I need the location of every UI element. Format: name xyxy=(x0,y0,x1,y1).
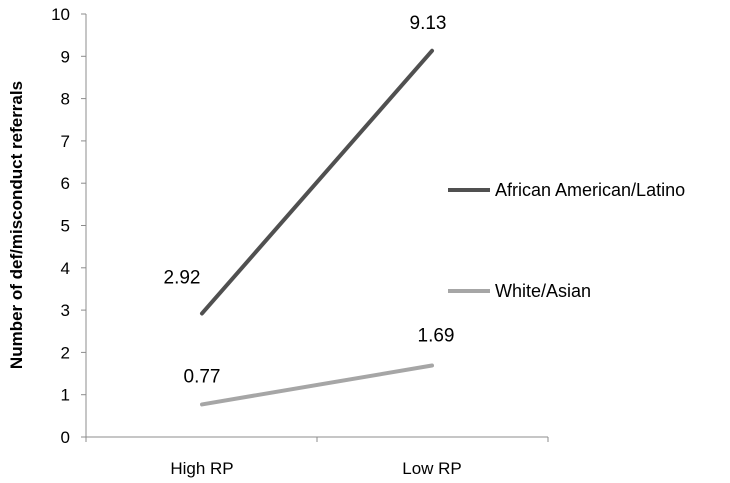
series-line-1 xyxy=(200,363,434,407)
y-tick-label: 0 xyxy=(61,428,70,447)
data-label: 2.92 xyxy=(164,267,201,288)
axes xyxy=(85,14,549,442)
y-tick-label: 7 xyxy=(61,132,70,151)
series-lines xyxy=(200,48,434,407)
data-labels: 2.92 9.13 0.77 1.69 xyxy=(164,13,455,388)
legend-label: African American/Latino xyxy=(495,180,685,200)
y-tick-label: 8 xyxy=(61,90,70,109)
x-tick-label: Low RP xyxy=(402,459,462,478)
data-label: 1.69 xyxy=(418,326,455,347)
y-tick-label: 6 xyxy=(61,174,70,193)
y-tick-label: 10 xyxy=(51,5,70,24)
series-line-0 xyxy=(200,48,434,316)
legend-label: White/Asian xyxy=(495,281,591,301)
y-tick-label: 3 xyxy=(61,301,70,320)
data-label: 9.13 xyxy=(410,13,447,34)
y-axis-ticks: 0 1 2 3 4 5 6 7 8 9 10 High RP Low RP xyxy=(51,5,462,478)
y-tick-label: 2 xyxy=(61,343,70,362)
legend: African American/Latino White/Asian xyxy=(448,180,685,301)
data-label: 0.77 xyxy=(184,366,221,387)
y-tick-label: 5 xyxy=(61,217,70,236)
x-tick-label: High RP xyxy=(170,459,233,478)
y-tick-label: 9 xyxy=(61,47,70,66)
y-tick-label: 1 xyxy=(61,386,70,405)
y-axis-title: Number of def/misconduct referrals xyxy=(7,81,26,369)
y-tick-label: 4 xyxy=(61,259,70,278)
